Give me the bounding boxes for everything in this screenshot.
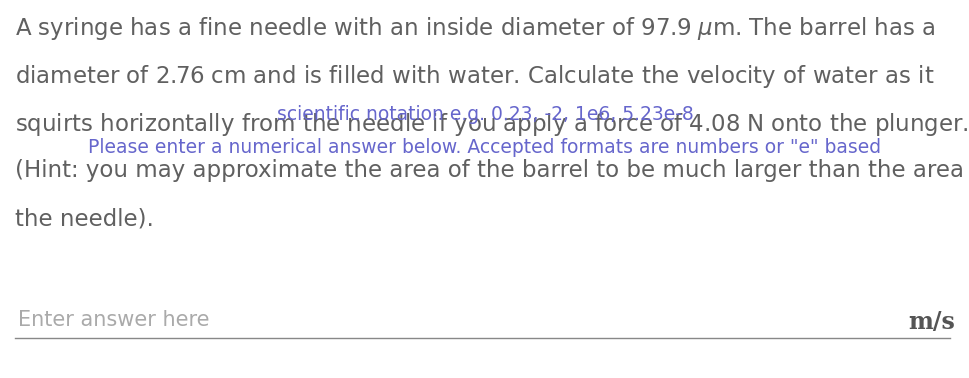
Text: the needle).: the needle). (15, 207, 154, 230)
Text: Please enter a numerical answer below. Accepted formats are numbers or "e" based: Please enter a numerical answer below. A… (88, 138, 881, 157)
Text: (Hint: you may approximate the area of the barrel to be much larger than the are: (Hint: you may approximate the area of t… (15, 159, 969, 182)
Text: m/s: m/s (907, 310, 954, 334)
Text: Enter answer here: Enter answer here (18, 310, 209, 330)
Text: squirts horizontally from the needle if you apply a force of $4.08\;\mathrm{N}$ : squirts horizontally from the needle if … (15, 111, 968, 138)
Text: diameter of $2.76\;\mathrm{cm}$ and is filled with water. Calculate the velocity: diameter of $2.76\;\mathrm{cm}$ and is f… (15, 63, 933, 90)
Text: scientific notation e.g. 0.23, -2, 1e6, 5.23e-8: scientific notation e.g. 0.23, -2, 1e6, … (276, 105, 693, 124)
Text: A syringe has a fine needle with an inside diameter of $97.9\;\mu\mathrm{m}$. Th: A syringe has a fine needle with an insi… (15, 15, 934, 42)
